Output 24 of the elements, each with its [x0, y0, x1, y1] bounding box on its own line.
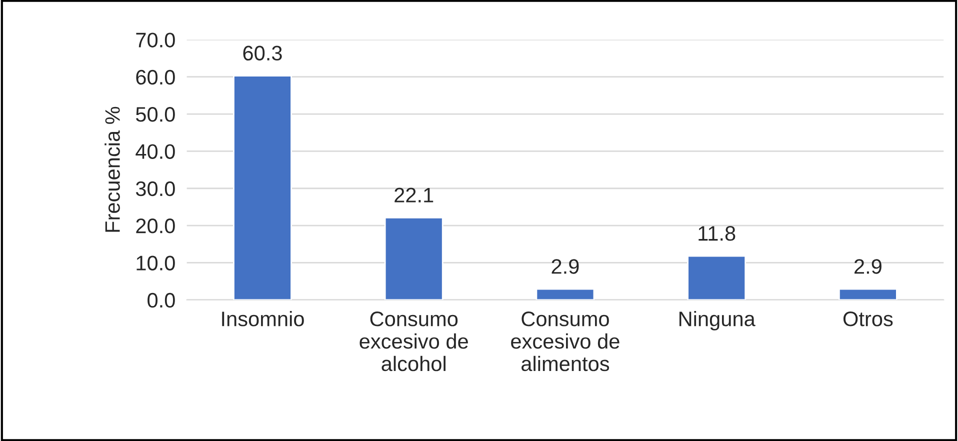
y-tick-label: 70.0 [136, 32, 175, 48]
x-tick-label: Otros [843, 312, 893, 326]
y-tick-label: 10.0 [136, 256, 175, 270]
data-label: 22.1 [394, 188, 434, 202]
data-label: 2.9 [552, 259, 579, 274]
bar [536, 288, 595, 300]
y-tick-label: 40.0 [136, 144, 175, 159]
x-tick-label: Consumo excesivo de alimentos [511, 312, 620, 372]
bar [384, 217, 444, 300]
x-tick-label: Consumo excesivo de alcohol [360, 312, 468, 372]
y-tick-label: 60.0 [136, 70, 175, 85]
bar [838, 288, 898, 300]
bar [233, 75, 292, 300]
y-tick-label: 50.0 [136, 107, 175, 122]
data-label: 11.8 [698, 226, 736, 241]
y-tick-label: 20.0 [136, 218, 175, 234]
data-label: 60.3 [243, 46, 282, 61]
y-axis-title: Frecuencia % [104, 106, 120, 232]
x-tick-label: Insomnio [222, 310, 304, 326]
bar [687, 255, 746, 300]
data-label: 2.9 [854, 259, 882, 274]
y-tick-label: 30.0 [136, 181, 175, 196]
y-tick-label: 0.0 [148, 292, 175, 308]
x-tick-label: Ninguna [679, 310, 756, 330]
